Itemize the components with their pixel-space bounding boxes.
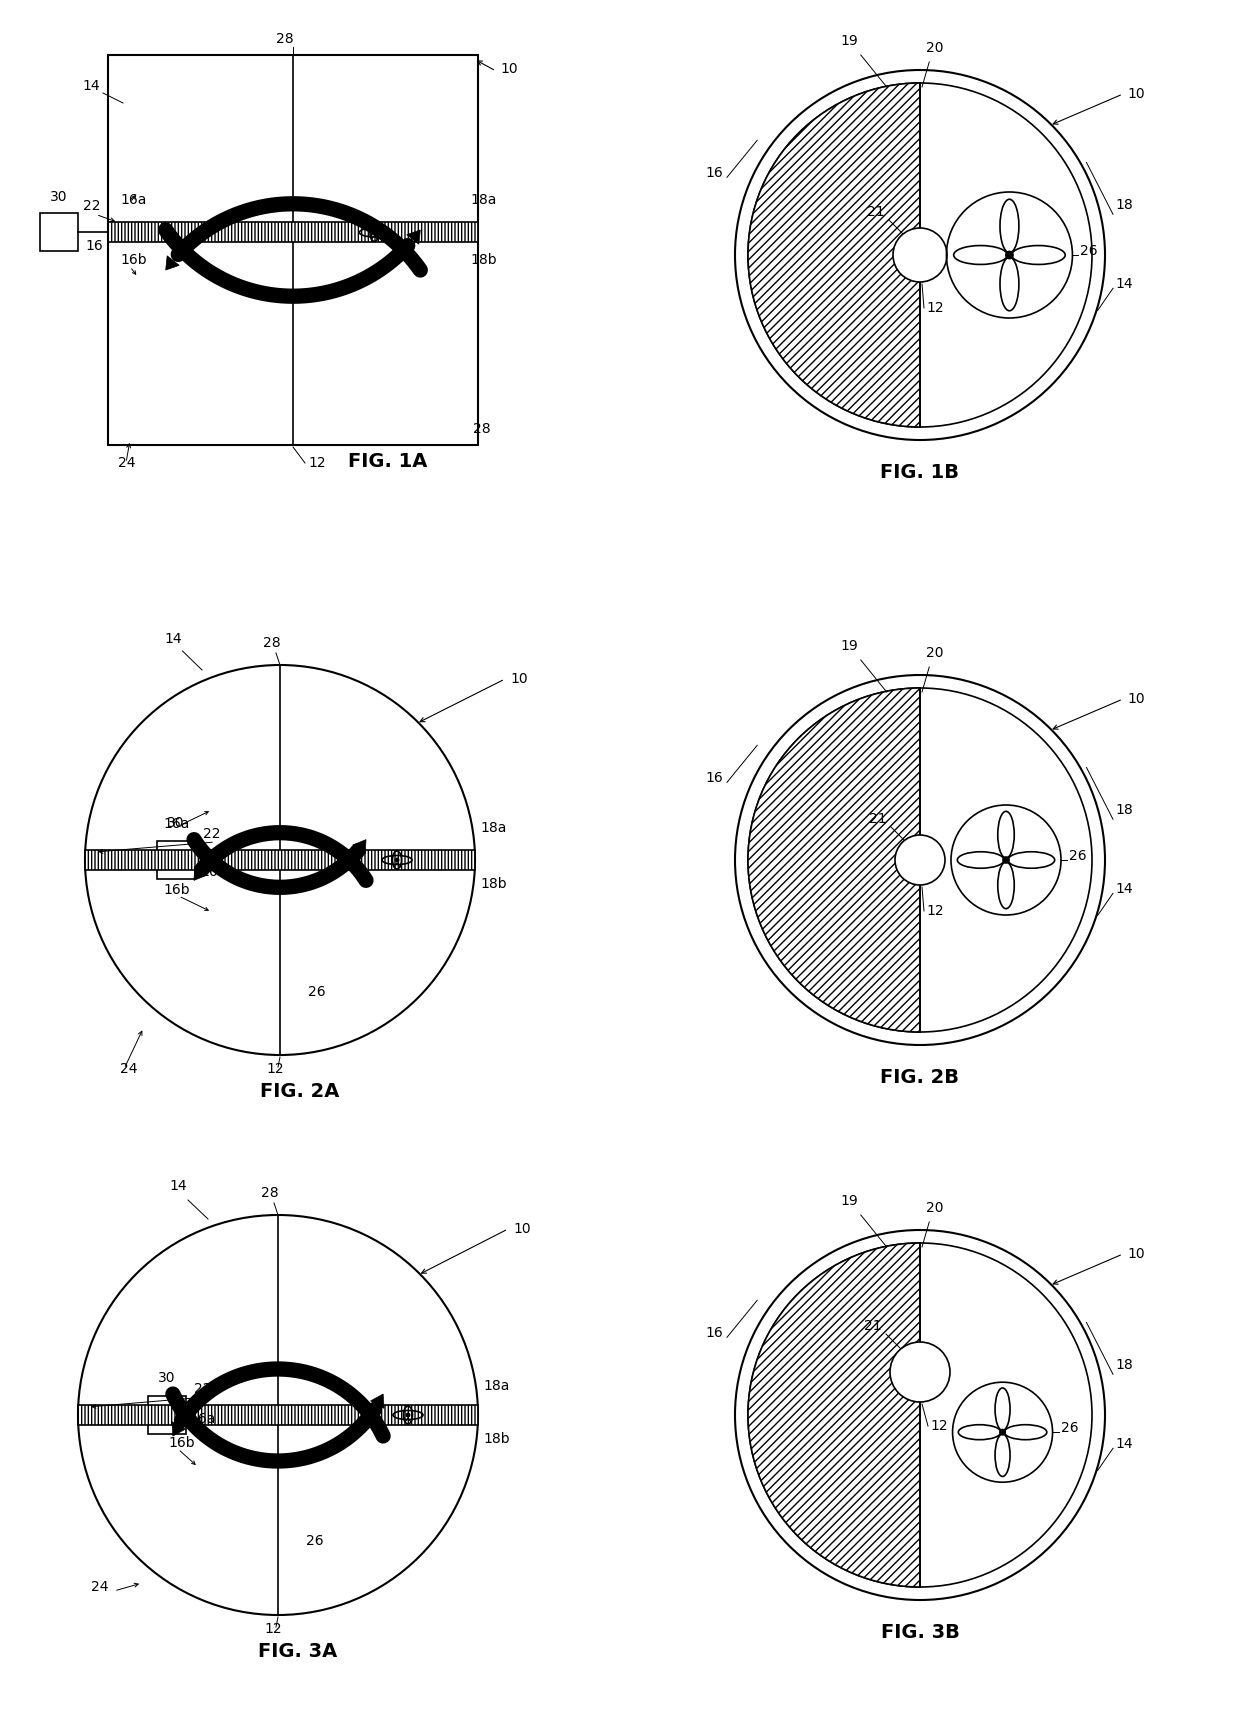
Text: 26: 26 <box>1060 1421 1079 1435</box>
Text: 30: 30 <box>159 1372 176 1385</box>
Text: 20: 20 <box>926 1201 944 1215</box>
Wedge shape <box>748 1242 920 1587</box>
Text: 26: 26 <box>1069 849 1086 863</box>
Bar <box>108 222 477 243</box>
Text: 10: 10 <box>1127 1247 1145 1261</box>
Text: 28: 28 <box>262 1185 279 1199</box>
Text: 16: 16 <box>706 1327 723 1340</box>
Text: 18: 18 <box>1115 803 1133 817</box>
Wedge shape <box>748 687 920 1032</box>
Text: 18a: 18a <box>470 193 496 207</box>
Text: 16b: 16b <box>162 882 190 898</box>
Circle shape <box>890 1342 950 1403</box>
Text: 18a: 18a <box>480 820 506 836</box>
Circle shape <box>999 1428 1006 1435</box>
Text: 22: 22 <box>203 827 221 841</box>
Text: 12: 12 <box>267 1061 284 1075</box>
Text: 14: 14 <box>1115 277 1132 291</box>
Bar <box>148 1396 186 1434</box>
Text: 30: 30 <box>167 817 185 830</box>
Wedge shape <box>748 83 920 427</box>
Text: 18a: 18a <box>484 1378 510 1392</box>
Text: 12: 12 <box>308 457 326 470</box>
Polygon shape <box>352 839 366 855</box>
Text: 14: 14 <box>169 1179 187 1192</box>
Text: 26: 26 <box>308 986 326 999</box>
Text: 16: 16 <box>706 772 723 786</box>
Polygon shape <box>193 867 207 880</box>
Text: 18b: 18b <box>480 877 507 891</box>
Text: 26: 26 <box>306 1533 324 1547</box>
Circle shape <box>895 836 945 886</box>
Bar <box>157 841 195 879</box>
Text: 14: 14 <box>164 632 181 646</box>
Text: 18: 18 <box>1115 198 1133 212</box>
Text: 21: 21 <box>869 812 887 825</box>
Bar <box>108 55 477 445</box>
Text: 18b: 18b <box>484 1432 510 1446</box>
Text: FIG. 3A: FIG. 3A <box>258 1642 337 1661</box>
Bar <box>86 849 475 870</box>
Text: 28: 28 <box>472 422 491 436</box>
Circle shape <box>893 227 947 283</box>
Text: 20: 20 <box>926 41 944 55</box>
Circle shape <box>372 229 377 234</box>
Circle shape <box>394 858 399 863</box>
Text: 20: 20 <box>926 646 944 660</box>
Text: 12: 12 <box>926 302 944 315</box>
Polygon shape <box>172 1421 186 1435</box>
Text: 28: 28 <box>277 33 294 47</box>
Text: 19: 19 <box>841 34 858 48</box>
Text: 22: 22 <box>83 200 100 214</box>
Polygon shape <box>371 1394 384 1408</box>
Text: 24: 24 <box>91 1580 108 1594</box>
Text: 10: 10 <box>1127 86 1145 102</box>
Text: 16a: 16a <box>120 193 146 207</box>
Text: 12: 12 <box>930 1420 947 1434</box>
Text: 10: 10 <box>1127 693 1145 706</box>
Text: 30: 30 <box>51 191 68 205</box>
Text: 14: 14 <box>1115 882 1132 896</box>
Text: 16b: 16b <box>167 1435 195 1451</box>
Bar <box>78 1404 477 1425</box>
Text: 16a: 16a <box>188 1413 216 1427</box>
Text: FIG. 1A: FIG. 1A <box>348 451 428 470</box>
Circle shape <box>1002 856 1009 863</box>
Text: 16: 16 <box>86 239 103 253</box>
Bar <box>40 214 78 252</box>
Text: 14: 14 <box>82 79 100 93</box>
Text: 21: 21 <box>864 1320 882 1334</box>
Text: 24: 24 <box>120 1061 138 1075</box>
Circle shape <box>405 1413 410 1418</box>
Text: 10: 10 <box>513 1222 531 1235</box>
Text: 26: 26 <box>1080 245 1099 258</box>
Text: 10: 10 <box>500 62 517 76</box>
Text: 19: 19 <box>841 1194 858 1208</box>
Text: 18b: 18b <box>470 253 497 267</box>
Text: 10: 10 <box>510 672 528 686</box>
Text: 19: 19 <box>841 639 858 653</box>
Text: FIG. 3B: FIG. 3B <box>880 1623 960 1642</box>
Circle shape <box>1006 250 1014 260</box>
Text: 16: 16 <box>706 167 723 181</box>
Text: 22: 22 <box>193 1382 212 1396</box>
Text: 24: 24 <box>118 457 135 470</box>
Text: FIG. 2A: FIG. 2A <box>260 1082 340 1101</box>
Text: 12: 12 <box>926 905 944 918</box>
Text: 28: 28 <box>263 636 280 650</box>
Text: 18: 18 <box>1115 1358 1133 1372</box>
Polygon shape <box>407 229 420 245</box>
Text: FIG. 2B: FIG. 2B <box>880 1068 960 1087</box>
Polygon shape <box>166 255 180 271</box>
Text: 16: 16 <box>200 865 218 879</box>
Text: 12: 12 <box>264 1621 281 1637</box>
Text: 16a: 16a <box>162 817 190 830</box>
Text: 21: 21 <box>867 205 885 219</box>
Text: 14: 14 <box>1115 1437 1132 1451</box>
Text: 16b: 16b <box>120 253 146 267</box>
Text: FIG. 1B: FIG. 1B <box>880 463 960 482</box>
